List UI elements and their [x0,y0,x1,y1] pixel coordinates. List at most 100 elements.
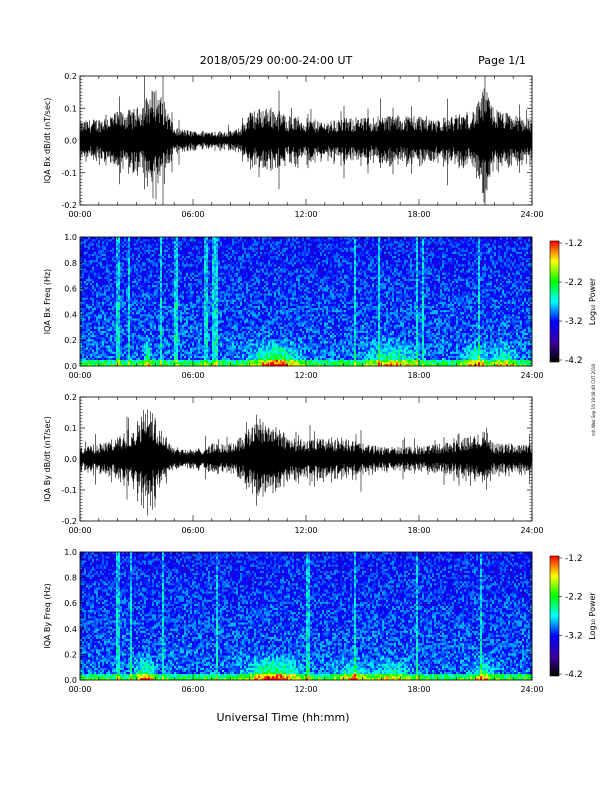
heat-cell [114,347,117,350]
heat-cell [214,330,217,334]
heat-cell [162,303,165,306]
heat-cell [204,353,207,356]
heat-cell [116,353,119,356]
heat-cell [100,268,103,271]
heat-cell [118,251,121,254]
heat-cell [194,266,197,269]
heat-cell [198,355,201,358]
heat-cell [164,245,167,248]
heat-cell [84,357,87,361]
heat-cell [216,270,219,273]
heat-cell [156,338,159,342]
heat-cell [86,357,89,361]
heat-cell [158,257,161,261]
heat-cell [86,289,89,292]
heat-cell [134,349,137,352]
heat-cell [162,343,165,346]
heat-cell [86,359,89,363]
heat-cell [188,299,191,302]
heat-cell [192,257,195,261]
heat-cell [116,272,119,275]
heat-cell [158,289,161,292]
heat-cell [196,330,199,334]
heat-cell [120,257,123,261]
heat-cell [148,341,151,344]
heat-cell [84,291,87,294]
heat-cell [124,291,127,294]
heat-cell [166,282,169,286]
heat-cell [234,237,237,240]
heat-cell [180,289,183,292]
heat-cell [182,355,185,358]
heat-cell [176,297,179,300]
heat-cell [224,276,227,279]
heat-cell [162,291,165,294]
heat-cell [208,291,211,294]
heat-cell [116,307,119,311]
heat-cell [124,284,127,288]
heat-cell [94,347,97,350]
heat-cell [230,351,233,354]
heat-cell [84,338,87,342]
heat-cell [102,289,105,292]
heat-cell [170,291,173,294]
heat-cell [164,278,167,281]
heat-cell [208,295,211,298]
heat-cell [172,282,175,286]
heat-cell [228,341,231,344]
heat-cell [180,330,183,334]
heat-cell [224,359,227,363]
heat-cell [124,276,127,279]
heat-cell [126,293,129,296]
heat-cell [108,247,111,250]
heat-cell [152,247,155,250]
heat-cell [212,268,215,271]
heat-cell [180,253,183,257]
heat-cell [230,284,233,288]
heat-cell [146,351,149,354]
heat-cell [154,270,157,273]
heat-cell [92,355,95,358]
heat-cell [104,297,107,300]
heat-cell [110,341,113,344]
heat-cell [216,282,219,286]
heat-cell [84,284,87,288]
heat-cell [130,270,133,273]
heat-cell [122,357,125,361]
heat-cell [110,303,113,306]
heat-cell [204,247,207,250]
heat-cell [116,326,119,329]
heat-cell [134,303,137,306]
heat-cell [124,353,127,356]
heat-cell [126,361,129,365]
heat-cell [124,261,127,265]
heat-cell [124,361,127,365]
heat-cell [222,355,225,358]
heat-cell [208,241,211,244]
heat-cell [234,345,237,348]
heat-cell [160,343,163,346]
heat-cell [80,245,83,248]
heat-cell [172,259,175,263]
heat-cell [84,355,87,358]
heat-cell [202,351,205,354]
heat-cell [110,239,113,242]
heat-cell [150,251,153,254]
heat-cell [174,353,177,356]
heat-cell [136,247,139,250]
heat-cell [134,322,137,325]
heat-cell [112,334,115,338]
heat-cell [192,249,195,252]
heat-cell [146,286,149,290]
heat-cell [116,239,119,242]
heat-cell [220,361,223,365]
heat-cell [184,247,187,250]
heat-cell [106,305,109,309]
heat-cell [94,359,97,363]
heat-cell [112,363,115,367]
heat-cell [200,295,203,298]
heat-cell [120,359,123,363]
heat-cell [126,255,129,259]
heat-cell [190,293,193,296]
heat-cell [192,243,195,246]
